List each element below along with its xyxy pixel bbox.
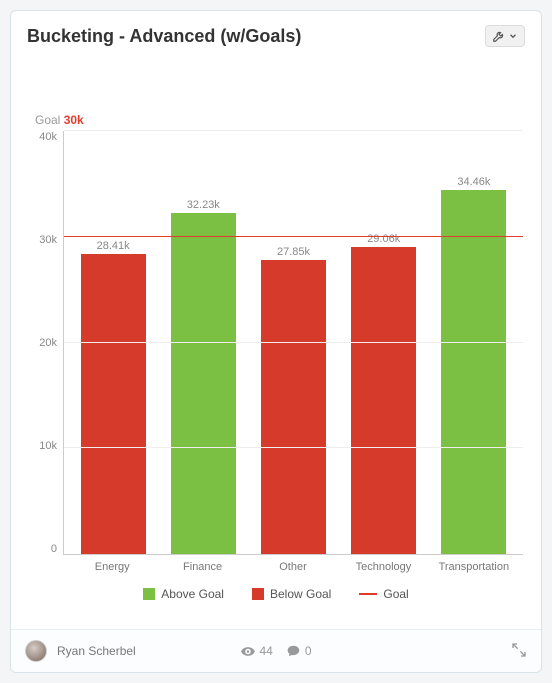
bar-value-label: 29.06k [367, 233, 400, 245]
x-tick-label: Technology [338, 561, 428, 573]
plot-wrap: 40k 30k 20k 10k 0 28.41k 32.23k 27.85k 29.06k 34… [29, 131, 523, 555]
legend-swatch-below [252, 588, 264, 600]
legend-label-goal: Goal [383, 587, 408, 601]
legend-swatch-goal [359, 593, 377, 595]
y-tick-label: 40k [39, 131, 57, 143]
bar-value-label: 32.23k [187, 199, 220, 211]
legend-item-above: Above Goal [143, 587, 224, 601]
goal-label-text: Goal [35, 113, 60, 127]
comment-icon [287, 644, 301, 658]
legend-swatch-above [143, 588, 155, 600]
expand-icon [511, 642, 527, 658]
x-tick-label: Finance [157, 561, 247, 573]
y-tick-label: 30k [39, 234, 57, 246]
legend-item-goal: Goal [359, 587, 408, 601]
y-tick-label: 20k [39, 337, 57, 349]
author-name[interactable]: Ryan Scherbel [57, 644, 136, 658]
x-tick-label: Other [248, 561, 338, 573]
bar[interactable] [351, 247, 416, 554]
bar-value-label: 28.41k [97, 240, 130, 252]
bar-slot: 32.23k [158, 131, 248, 554]
views-count: 44 [259, 644, 272, 658]
bar-slot: 34.46k [429, 131, 519, 554]
chart-area: Goal 30k 40k 30k 20k 10k 0 28.41k 32.23k 27.85… [11, 53, 541, 629]
chart-card: Bucketing - Advanced (w/Goals) Goal 30k … [10, 10, 542, 673]
bar-slot: 29.06k [339, 131, 429, 554]
bar[interactable] [171, 213, 236, 554]
plot-region: 28.41k 32.23k 27.85k 29.06k 34.46k [63, 131, 523, 555]
card-header: Bucketing - Advanced (w/Goals) [11, 11, 541, 53]
x-tick-label: Energy [67, 561, 157, 573]
x-axis: EnergyFinanceOtherTechnologyTransportati… [63, 555, 523, 573]
comments-count: 0 [305, 644, 312, 658]
bar-slot: 28.41k [68, 131, 158, 554]
legend-item-below: Below Goal [252, 587, 331, 601]
gridline [64, 342, 523, 343]
wrench-icon [492, 29, 506, 43]
bar[interactable] [441, 190, 506, 554]
bar[interactable] [261, 260, 326, 555]
bar[interactable] [81, 254, 146, 554]
eye-icon [240, 644, 255, 659]
footer-metrics: 44 0 [240, 644, 311, 659]
bar-value-label: 34.46k [457, 176, 490, 188]
chevron-down-icon [508, 31, 518, 41]
bars-container: 28.41k 32.23k 27.85k 29.06k 34.46k [64, 131, 523, 554]
card-title: Bucketing - Advanced (w/Goals) [27, 26, 301, 47]
legend-label-above: Above Goal [161, 587, 224, 601]
views-metric: 44 [240, 644, 272, 659]
avatar[interactable] [25, 640, 47, 662]
goal-value-text: 30k [64, 113, 84, 127]
y-tick-label: 0 [51, 543, 57, 555]
bar-value-label: 27.85k [277, 246, 310, 258]
x-tick-label: Transportation [429, 561, 519, 573]
gridline [64, 130, 523, 131]
y-axis: 40k 30k 20k 10k 0 [29, 131, 63, 555]
legend: Above Goal Below Goal Goal [29, 573, 523, 619]
y-tick-label: 10k [39, 440, 57, 452]
card-footer: Ryan Scherbel 44 0 [11, 629, 541, 672]
comments-metric: 0 [287, 644, 312, 658]
goal-label-row: Goal 30k [35, 113, 523, 127]
goal-line [64, 236, 523, 237]
card-options-button[interactable] [485, 25, 525, 47]
expand-button[interactable] [511, 642, 527, 661]
gridline [64, 447, 523, 448]
bar-slot: 27.85k [248, 131, 338, 554]
legend-label-below: Below Goal [270, 587, 331, 601]
